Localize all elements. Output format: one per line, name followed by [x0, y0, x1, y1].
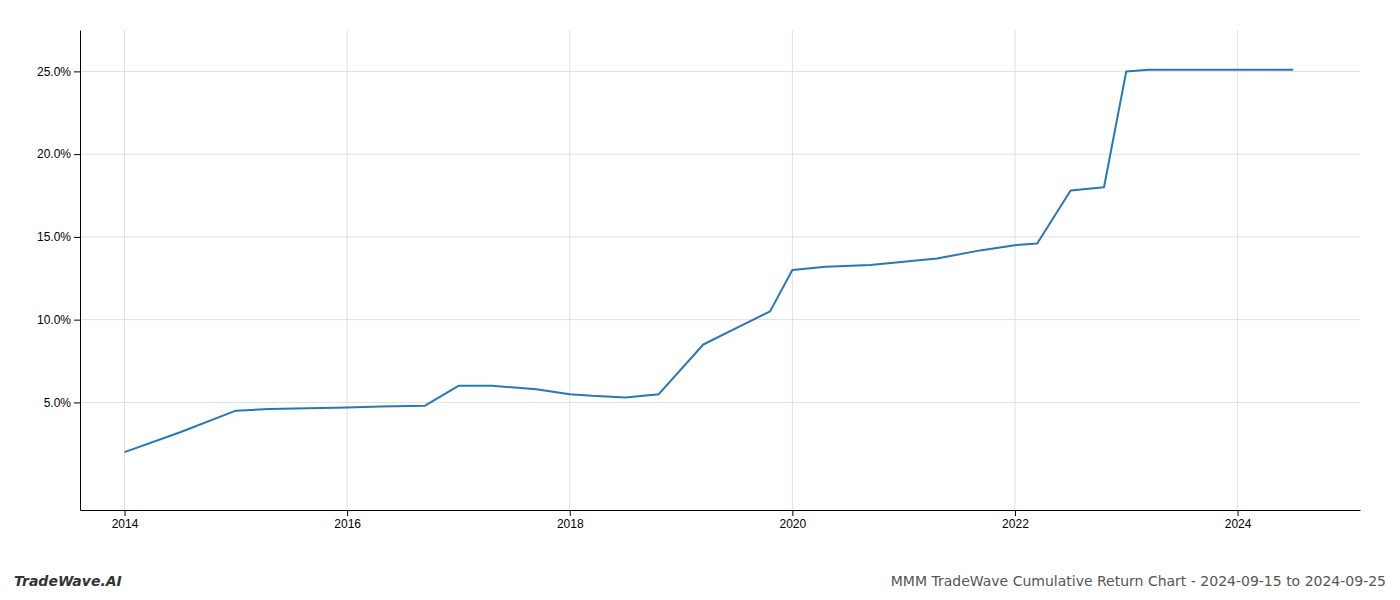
y-tick-label: 10.0% — [37, 313, 71, 327]
y-tick-label: 20.0% — [37, 147, 71, 161]
x-axis: 2014 2016 2018 2020 2022 2024 — [81, 510, 1361, 531]
watermark: TradeWave.AI — [14, 573, 122, 589]
y-tick-label: 5.0% — [44, 396, 72, 410]
x-grid-line — [1014, 30, 1015, 510]
x-tick-mark — [570, 510, 571, 516]
y-tick: 25.0% — [37, 65, 80, 79]
x-tick-label: 2016 — [334, 517, 361, 531]
y-grid-line — [80, 71, 1360, 72]
x-tick: 2020 — [779, 510, 806, 531]
y-grid-line — [80, 154, 1360, 155]
x-tick-label: 2020 — [779, 517, 806, 531]
x-tick-label: 2014 — [112, 517, 139, 531]
y-tick: 15.0% — [37, 230, 80, 244]
y-axis-line — [80, 31, 81, 511]
plot-area: 2014 2016 2018 2020 2022 2024 5.0% 10.0% 15.0% 20… — [37, 30, 1361, 531]
y-grid-line — [80, 236, 1360, 237]
x-tick-label: 2018 — [557, 517, 584, 531]
x-axis-line — [81, 510, 1361, 511]
x-grid-line — [1237, 30, 1238, 510]
grid — [80, 30, 1360, 510]
x-tick: 2024 — [1225, 510, 1252, 531]
x-tick: 2018 — [557, 510, 584, 531]
x-tick-mark — [347, 510, 348, 516]
x-grid-line — [347, 30, 348, 510]
x-grid-line — [124, 30, 125, 510]
chart-svg: 2014 2016 2018 2020 2022 2024 5.0% 10.0% 15.0% 20… — [0, 0, 1400, 600]
y-tick: 5.0% — [44, 396, 80, 410]
y-tick-mark — [74, 237, 80, 238]
x-tick: 2016 — [334, 510, 361, 531]
y-tick-mark — [74, 402, 80, 403]
y-tick-mark — [74, 320, 80, 321]
x-tick-mark — [1015, 510, 1016, 516]
x-tick-mark — [125, 510, 126, 516]
x-tick-label: 2022 — [1002, 517, 1029, 531]
x-grid-line — [569, 30, 570, 510]
y-tick-mark — [74, 71, 80, 72]
x-tick-mark — [1238, 510, 1239, 516]
y-tick-mark — [74, 154, 80, 155]
x-tick: 2014 — [112, 510, 139, 531]
y-tick: 10.0% — [37, 313, 80, 327]
y-tick-label: 15.0% — [37, 230, 71, 244]
line — [125, 70, 1294, 452]
y-grid-line — [80, 319, 1360, 320]
y-grid-line — [80, 402, 1360, 403]
y-tick: 20.0% — [37, 147, 80, 161]
marks — [125, 70, 1294, 452]
x-tick-label: 2024 — [1225, 517, 1252, 531]
y-axis: 5.0% 10.0% 15.0% 20.0% 25.0% — [37, 31, 81, 511]
x-tick-mark — [792, 510, 793, 516]
chart-title: MMM TradeWave Cumulative Return Chart - … — [891, 573, 1386, 589]
y-tick-label: 25.0% — [37, 65, 71, 79]
x-tick: 2022 — [1002, 510, 1029, 531]
